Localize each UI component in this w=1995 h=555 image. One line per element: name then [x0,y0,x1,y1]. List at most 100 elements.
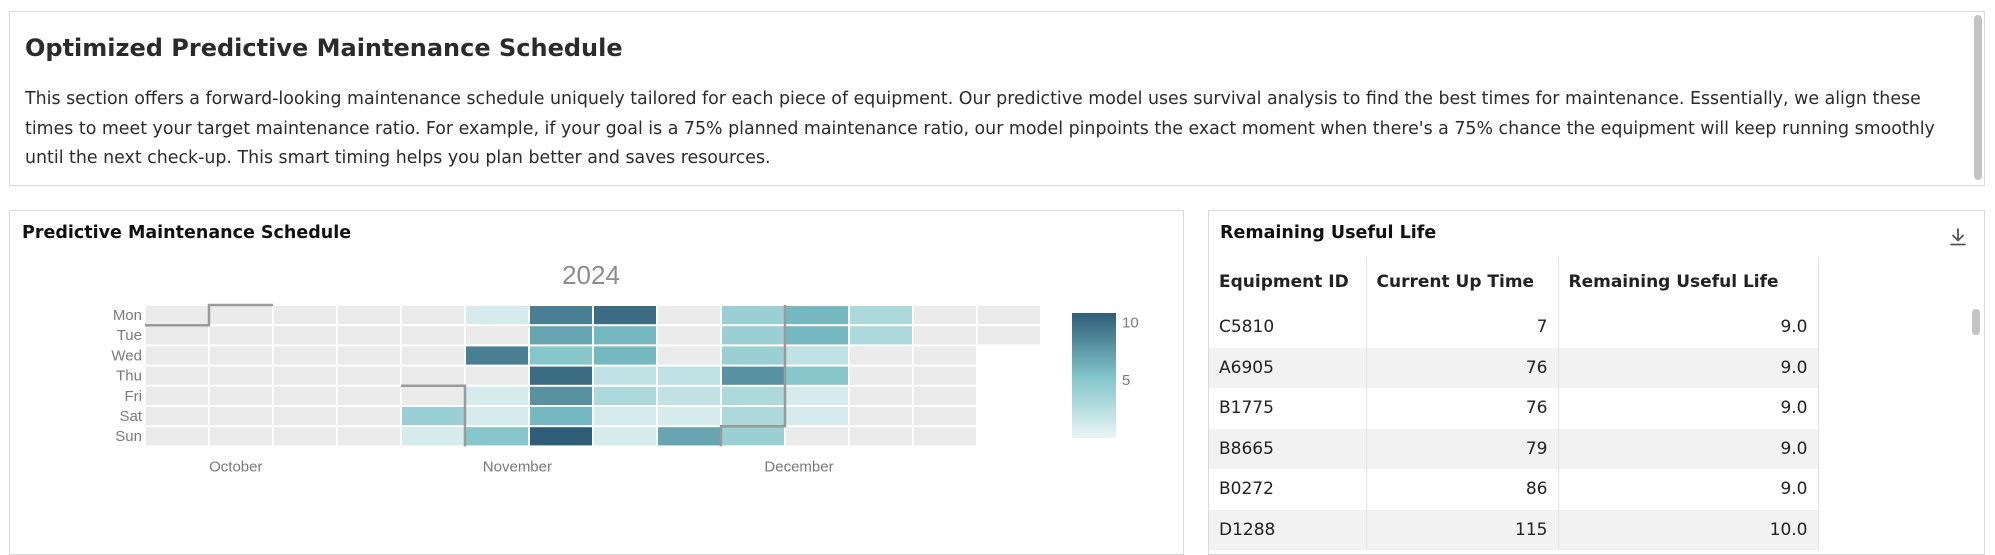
heatmap-cell[interactable] [530,427,592,446]
heatmap-cell[interactable] [786,326,848,345]
heatmap-cell[interactable] [274,326,336,345]
heatmap-cell[interactable] [914,366,976,385]
heatmap-cell[interactable] [658,306,720,325]
heatmap-cell[interactable] [658,346,720,365]
heatmap-cell[interactable] [530,346,592,365]
heatmap-cell[interactable] [402,346,464,365]
heatmap-cell[interactable] [466,366,528,385]
heatmap-cell[interactable] [722,407,784,426]
heatmap-cell[interactable] [594,386,656,405]
heatmap-cell[interactable] [338,306,400,325]
heatmap-cell[interactable] [466,326,528,345]
heatmap-cell[interactable] [978,326,1040,345]
heatmap-cell[interactable] [722,326,784,345]
heatmap-cell[interactable] [146,326,208,345]
heatmap-cell[interactable] [210,407,272,426]
heatmap-cell[interactable] [338,386,400,405]
heatmap-cell[interactable] [338,407,400,426]
heatmap-cell[interactable] [722,346,784,365]
heatmap-cell[interactable] [274,366,336,385]
heatmap-cell[interactable] [786,346,848,365]
rul-scrollbar[interactable] [1972,309,1980,335]
heatmap-cell[interactable] [530,366,592,385]
heatmap-cell[interactable] [594,427,656,446]
heatmap-cell[interactable] [594,326,656,345]
heatmap-cell[interactable] [466,427,528,446]
heatmap-cell[interactable] [786,306,848,325]
column-header-remaining-useful-life[interactable]: Remaining Useful Life [1558,257,1819,307]
heatmap-cell[interactable] [210,427,272,446]
heatmap-cell[interactable] [146,386,208,405]
table-row[interactable]: D1288 115 10.0 [1209,509,1819,550]
heatmap-cell[interactable] [594,366,656,385]
heatmap-cell[interactable] [338,326,400,345]
heatmap-cell[interactable] [786,386,848,405]
heatmap-cell[interactable] [210,306,272,325]
heatmap-cell[interactable] [402,326,464,345]
heatmap-cell[interactable] [850,346,912,365]
table-row[interactable]: B0272 86 9.0 [1209,469,1819,510]
heatmap-cell[interactable] [402,427,464,446]
heatmap-cell[interactable] [722,427,784,446]
heatmap-cell[interactable] [850,326,912,345]
heatmap-cell[interactable] [722,386,784,405]
heatmap-cell[interactable] [402,366,464,385]
heatmap-cell[interactable] [914,306,976,325]
heatmap-cell[interactable] [402,306,464,325]
heatmap-cell[interactable] [914,326,976,345]
heatmap-cell[interactable] [914,386,976,405]
heatmap-cell[interactable] [594,346,656,365]
heatmap-cell[interactable] [146,306,208,325]
table-row[interactable]: C5810 7 9.0 [1209,307,1819,348]
heatmap-cell[interactable] [402,386,464,405]
heatmap-cell[interactable] [338,346,400,365]
heatmap-cell[interactable] [530,326,592,345]
heatmap-cell[interactable] [274,346,336,365]
table-row[interactable]: B1775 76 9.0 [1209,388,1819,429]
heatmap-cell[interactable] [658,366,720,385]
heatmap-cell[interactable] [146,366,208,385]
heatmap-cell[interactable] [978,306,1040,325]
heatmap-cell[interactable] [722,366,784,385]
heatmap-cell[interactable] [850,407,912,426]
heatmap-cell[interactable] [466,346,528,365]
table-row[interactable]: A6905 76 9.0 [1209,347,1819,388]
heatmap-cell[interactable] [786,427,848,446]
heatmap-cell[interactable] [530,407,592,426]
heatmap-cell[interactable] [850,386,912,405]
heatmap-cell[interactable] [658,326,720,345]
heatmap-cell[interactable] [210,366,272,385]
heatmap-cell[interactable] [274,386,336,405]
heatmap-cell[interactable] [850,427,912,446]
heatmap-cell[interactable] [146,407,208,426]
column-header-equipment-id[interactable]: Equipment ID [1209,257,1367,307]
heatmap-cell[interactable] [594,306,656,325]
heatmap-cell[interactable] [914,427,976,446]
heatmap-cell[interactable] [786,366,848,385]
intro-scrollbar[interactable] [1974,15,1982,180]
heatmap-cell[interactable] [466,386,528,405]
heatmap-cell[interactable] [786,407,848,426]
heatmap-cell[interactable] [530,306,592,325]
heatmap-cell[interactable] [914,346,976,365]
heatmap-cell[interactable] [658,386,720,405]
heatmap-cell[interactable] [274,306,336,325]
heatmap-cell[interactable] [146,346,208,365]
heatmap-cell[interactable] [466,407,528,426]
heatmap-cell[interactable] [850,366,912,385]
heatmap-cell[interactable] [274,407,336,426]
heatmap-cell[interactable] [210,386,272,405]
heatmap-cell[interactable] [338,427,400,446]
heatmap-cell[interactable] [210,326,272,345]
heatmap-cell[interactable] [338,366,400,385]
table-row[interactable]: B8665 79 9.0 [1209,428,1819,469]
heatmap-cell[interactable] [914,407,976,426]
heatmap-cell[interactable] [658,427,720,446]
heatmap-cell[interactable] [146,427,208,446]
heatmap-cell[interactable] [594,407,656,426]
heatmap-cell[interactable] [210,346,272,365]
heatmap-cell[interactable] [466,306,528,325]
heatmap-cell[interactable] [658,407,720,426]
column-header-current-up-time[interactable]: Current Up Time [1366,257,1559,307]
heatmap-cell[interactable] [402,407,464,426]
